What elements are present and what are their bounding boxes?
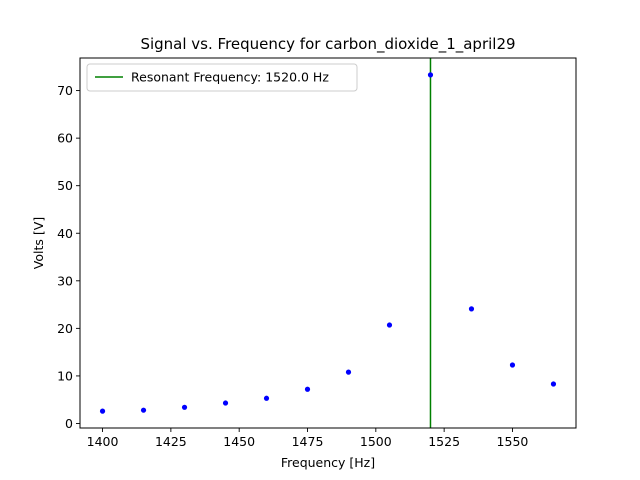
x-axis: 1400 1425 1450 1475 1500 1525 1550 (87, 428, 529, 449)
data-point-1460 (263, 395, 270, 401)
x-tick-label-1400: 1400 (87, 434, 119, 449)
data-point-1550 (509, 362, 516, 368)
x-tick-label-1525: 1525 (428, 434, 460, 449)
x-tick-label-1550: 1550 (497, 434, 529, 449)
x-axis-label: Frequency [Hz] (281, 455, 375, 470)
y-tick-label-70: 70 (57, 83, 73, 98)
legend-entry-resonant-frequency: Resonant Frequency: 1520.0 Hz (131, 70, 329, 85)
plot-area (99, 58, 557, 428)
x-tick-label-1475: 1475 (292, 434, 324, 449)
data-point-1415 (140, 407, 147, 413)
data-point-1430 (181, 404, 188, 410)
y-tick-label-20: 20 (57, 321, 73, 336)
data-point-1520 (427, 72, 434, 78)
y-tick-label-50: 50 (57, 178, 73, 193)
data-point-1490 (345, 369, 352, 375)
y-tick-label-0: 0 (65, 416, 73, 431)
y-tick-label-10: 10 (57, 368, 73, 383)
data-point-1475 (304, 386, 311, 392)
y-tick-label-60: 60 (57, 131, 73, 146)
data-point-1565 (550, 381, 557, 387)
data-point-1535 (468, 306, 475, 312)
legend: Resonant Frequency: 1520.0 Hz (86, 63, 358, 92)
data-point-1400 (99, 408, 106, 414)
chart-title: Signal vs. Frequency for carbon_dioxide_… (140, 35, 515, 54)
legend-box (86, 63, 358, 92)
data-point-1505 (386, 322, 393, 328)
x-tick-label-1425: 1425 (155, 434, 187, 449)
data-point-1445 (222, 400, 229, 406)
x-tick-label-1500: 1500 (360, 434, 392, 449)
x-tick-label-1450: 1450 (223, 434, 255, 449)
y-axis: 0 10 20 30 40 50 60 70 (57, 83, 80, 431)
y-axis-label: Volts [V] (31, 217, 46, 269)
axes-frame (79, 57, 577, 429)
y-tick-label-30: 30 (57, 273, 73, 288)
y-tick-label-40: 40 (57, 226, 73, 241)
